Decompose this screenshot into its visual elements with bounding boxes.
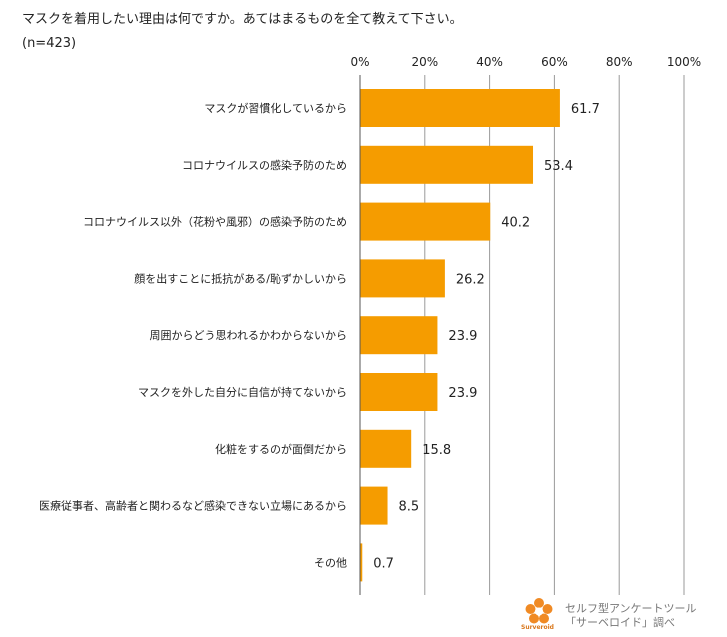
bar xyxy=(360,145,534,184)
bar xyxy=(360,89,560,127)
data-label: 15.8 xyxy=(422,443,451,458)
x-tick-label: 0% xyxy=(350,55,369,69)
data-label: 23.9 xyxy=(448,386,477,401)
category-label: コロナウイルス以外（花粉や風邪）の感染予防のため xyxy=(83,215,347,229)
source-credit: Surveroid セルフ型アンケートツール 「サーベロイド」調べ xyxy=(521,598,725,634)
x-tick-label: 80% xyxy=(606,55,633,69)
category-label: 化粧をするのが面倒だから xyxy=(215,442,347,456)
data-label: 53.4 xyxy=(544,159,573,174)
bar xyxy=(360,486,388,525)
bar xyxy=(360,373,438,411)
x-tick-label: 60% xyxy=(541,55,568,69)
credit-line-1: セルフ型アンケートツール xyxy=(565,602,697,615)
data-label: 40.2 xyxy=(501,216,530,231)
surveroid-brand-text: Surveroid xyxy=(521,624,554,631)
surveroid-logo-icon xyxy=(525,598,553,624)
data-label: 0.7 xyxy=(373,556,394,571)
category-label: 周囲からどう思われるかわからないから xyxy=(150,329,347,342)
credit-line-2: 「サーベロイド」調べ xyxy=(565,616,675,629)
data-label: 26.2 xyxy=(456,272,485,287)
bar xyxy=(360,316,438,355)
x-tick-label: 20% xyxy=(411,55,438,69)
x-tick-label: 40% xyxy=(476,55,503,69)
bar xyxy=(360,543,363,582)
category-label: その他 xyxy=(314,556,347,569)
category-label: コロナウイルスの感染予防のため xyxy=(182,158,347,172)
x-tick-label: 100% xyxy=(667,55,701,69)
chart-subtitle: (n=423) xyxy=(22,36,77,51)
data-label: 61.7 xyxy=(571,102,600,117)
data-label: 23.9 xyxy=(448,329,477,344)
bar xyxy=(360,429,412,468)
category-label: 顔を出すことに抵抗がある/恥ずかしいから xyxy=(134,271,347,285)
category-label: マスクを外した自分に自信が持てないから xyxy=(138,385,347,399)
category-label: マスクが習慣化しているから xyxy=(204,101,347,115)
bar xyxy=(360,259,445,298)
category-label: 医療従事者、高齢者と関わるなど感染できない立場にあるから xyxy=(39,499,347,513)
data-label: 8.5 xyxy=(399,500,420,515)
chart-title: マスクを着用したい理由は何ですか。あてはまるものを全て教えて下さい。 xyxy=(22,12,463,27)
credit-text: セルフ型アンケートツール 「サーベロイド」調べ xyxy=(565,602,697,630)
bar xyxy=(360,202,491,241)
